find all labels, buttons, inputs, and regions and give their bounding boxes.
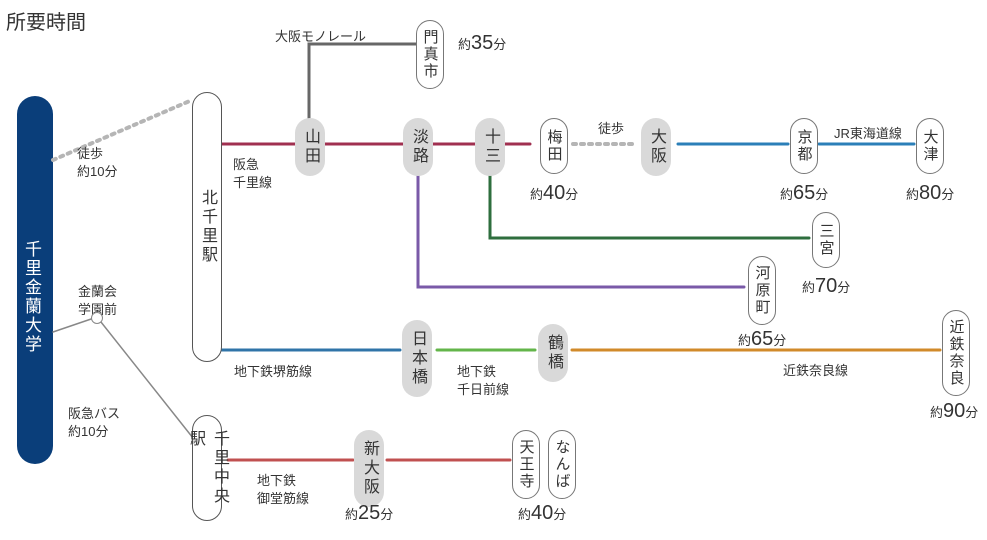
bus-stop-dot [91,312,103,324]
time-kyoto: 約65分 [780,182,828,205]
hankyu-senri-label: 阪急 千里線 [233,156,272,192]
page-title: 所要時間 [6,6,86,35]
station-yamada: 山田 [295,118,325,176]
station-tennoji: 天王寺 [512,430,540,499]
walk-label: 徒歩 [598,120,624,138]
station-kintetsunara: 近鉄奈良 [942,310,970,396]
station-tsuruhashi: 鶴橋 [538,324,568,382]
time-shinosaka: 約25分 [345,502,393,525]
station-kadomashi: 門真市 [416,20,444,89]
time-kadomashi: 約35分 [458,32,506,55]
time-sannomiya: 約70分 [802,275,850,298]
midosuji-label: 地下鉄 御堂筋線 [257,472,309,508]
station-juso: 十三 [475,118,505,176]
time-umeda: 約40分 [530,182,578,205]
route-lines [0,0,987,540]
walk-note: 徒歩 約10分 [77,145,117,181]
station-nipponbashi: 日本橋 [402,320,432,397]
bus-note: 阪急バス 約10分 [68,405,120,441]
station-kawaramachi: 河原町 [748,256,776,325]
monorail-label: 大阪モノレール [275,28,366,46]
walk-note-l2: 約10分 [77,164,117,179]
station-sannomiya: 三宮 [812,212,840,268]
sakaisuji-label: 地下鉄堺筋線 [234,363,312,381]
bus-note-l2: 約10分 [68,424,108,439]
station-senrichuo: 千里中央駅 [192,415,222,521]
time-kintetsunara: 約90分 [930,400,978,423]
time-kawaramachi: 約65分 [738,328,786,351]
station-awaji: 淡路 [403,118,433,176]
time-tennoji-namba: 約40分 [518,502,566,525]
station-shinosaka: 新大阪 [354,430,384,507]
sennichimae-label: 地下鉄 千日前線 [457,363,509,399]
bus-note-l1: 阪急バス [68,406,120,421]
station-osaka: 大阪 [641,118,671,176]
jr-tokaido-label: JR東海道線 [834,125,902,143]
walk-note-l1: 徒歩 [77,146,103,161]
station-kitasenri: 北千里駅 [192,92,222,362]
kintetsu-label: 近鉄奈良線 [783,362,848,380]
station-namba: なんば [548,430,576,499]
station-kyoto: 京都 [790,118,818,174]
station-otsu: 大津 [916,118,944,174]
time-otsu: 約80分 [906,182,954,205]
university-label: 千里金蘭大学 [26,240,44,354]
station-umeda: 梅田 [540,118,568,174]
